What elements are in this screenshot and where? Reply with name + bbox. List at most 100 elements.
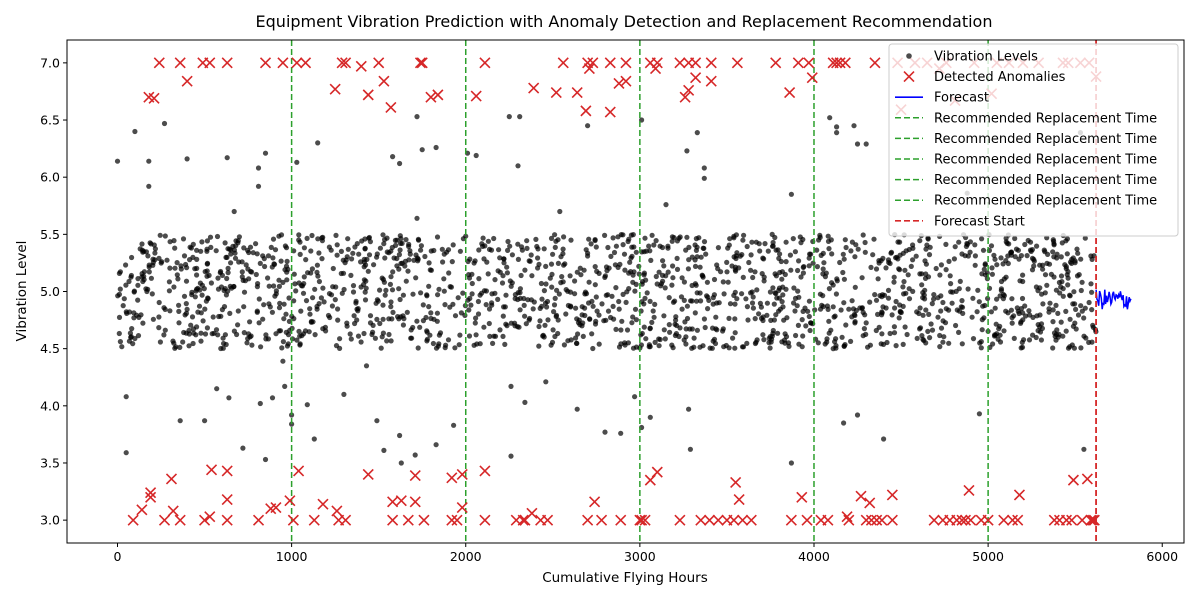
vibration-point bbox=[657, 243, 663, 249]
legend-label: Recommended Replacement Time bbox=[934, 194, 1157, 209]
vibration-point bbox=[128, 274, 134, 280]
vibration-point bbox=[593, 294, 599, 300]
vibration-point bbox=[975, 287, 981, 293]
vibration-point bbox=[992, 256, 998, 262]
vibration-point bbox=[561, 262, 567, 268]
vibration-point bbox=[697, 344, 703, 350]
vibration-point bbox=[224, 275, 230, 282]
anomaly-marker bbox=[446, 514, 458, 526]
vibration-point bbox=[291, 271, 297, 277]
vibration-point bbox=[497, 327, 503, 333]
vibration-point bbox=[560, 246, 566, 252]
vibration-point bbox=[410, 324, 416, 331]
vibration-point bbox=[679, 275, 685, 281]
vibration-point bbox=[281, 316, 287, 322]
vibration-point bbox=[658, 283, 664, 289]
vibration-point bbox=[547, 275, 553, 281]
vibration-point bbox=[780, 304, 786, 310]
vibration-point bbox=[574, 316, 580, 322]
vibration-point bbox=[400, 292, 406, 298]
vibration-point bbox=[370, 329, 376, 335]
vibration-point bbox=[486, 246, 493, 252]
vibration-point bbox=[826, 246, 832, 252]
vibration-point bbox=[208, 280, 214, 286]
vibration-point bbox=[350, 250, 356, 256]
anomaly-marker bbox=[336, 57, 348, 69]
vibration-point bbox=[1067, 293, 1073, 299]
vibration-point bbox=[1058, 319, 1064, 325]
vibration-point bbox=[387, 281, 393, 287]
vibration-point bbox=[186, 343, 192, 349]
vibration-point bbox=[822, 341, 828, 347]
vibration-outlier-point bbox=[240, 445, 246, 451]
vibration-point bbox=[862, 239, 868, 246]
anomaly-marker bbox=[841, 511, 853, 523]
vibration-point bbox=[254, 308, 260, 314]
vibration-point bbox=[677, 234, 683, 240]
vibration-point bbox=[1027, 247, 1034, 253]
vibration-point bbox=[542, 322, 548, 328]
vibration-point bbox=[582, 312, 588, 319]
vibration-point bbox=[872, 292, 878, 298]
vibration-point bbox=[770, 285, 776, 291]
vibration-point bbox=[129, 326, 135, 332]
anomaly-marker bbox=[174, 514, 186, 526]
vibration-point bbox=[980, 247, 987, 253]
vibration-point bbox=[900, 303, 906, 309]
vibration-point bbox=[1018, 345, 1024, 351]
vibration-point bbox=[806, 263, 812, 269]
vibration-point bbox=[943, 267, 949, 273]
vibration-point bbox=[633, 317, 640, 323]
vibration-point bbox=[367, 313, 374, 319]
vibration-point bbox=[297, 251, 303, 257]
vibration-outlier-point bbox=[863, 141, 869, 147]
vibration-point bbox=[646, 342, 653, 348]
vibration-point bbox=[587, 316, 593, 322]
anomaly-marker bbox=[705, 75, 717, 87]
vibration-point bbox=[691, 335, 697, 341]
vibration-point bbox=[247, 319, 253, 325]
x-axis-label: Cumulative Flying Hours bbox=[542, 570, 708, 586]
vibration-point bbox=[805, 308, 811, 314]
y-tick-label: 7.0 bbox=[40, 55, 60, 70]
vibration-outlier-point bbox=[255, 183, 262, 189]
vibration-point bbox=[642, 295, 648, 301]
vibration-point bbox=[739, 344, 746, 350]
vibration-point bbox=[818, 252, 824, 258]
vibration-point bbox=[320, 285, 326, 291]
vibration-point bbox=[1018, 320, 1024, 326]
vibration-point bbox=[549, 284, 555, 290]
vibration-point bbox=[681, 279, 688, 285]
vibration-point bbox=[486, 306, 493, 312]
vibration-point bbox=[117, 269, 123, 275]
vibration-outlier-point bbox=[632, 394, 638, 400]
vibration-point bbox=[567, 273, 573, 279]
vibration-point bbox=[175, 276, 181, 282]
vibration-point bbox=[265, 275, 271, 281]
vibration-point bbox=[198, 248, 204, 254]
vibration-outlier-point bbox=[701, 165, 707, 171]
vibration-outlier-point bbox=[294, 159, 300, 165]
vibration-point bbox=[720, 326, 726, 332]
vibration-point bbox=[135, 276, 141, 282]
vibration-point bbox=[382, 292, 388, 298]
vibration-point bbox=[937, 344, 943, 350]
vibration-point bbox=[603, 317, 609, 323]
vibration-point bbox=[656, 269, 662, 275]
vibration-point bbox=[887, 330, 893, 337]
vibration-point bbox=[505, 238, 511, 245]
vibration-point bbox=[225, 288, 231, 294]
vibration-point bbox=[436, 286, 442, 292]
anomaly-marker bbox=[1085, 514, 1097, 526]
anomaly-marker bbox=[378, 75, 390, 87]
anomaly-marker bbox=[737, 514, 749, 526]
vibration-point bbox=[700, 245, 706, 251]
vibration-point bbox=[803, 323, 809, 329]
vibration-point bbox=[616, 306, 622, 312]
vibration-point bbox=[403, 237, 409, 243]
anomaly-marker bbox=[385, 101, 397, 114]
vibration-point bbox=[487, 333, 493, 339]
vibration-point bbox=[460, 290, 466, 296]
vibration-point bbox=[361, 264, 367, 270]
vibration-point bbox=[972, 242, 978, 248]
